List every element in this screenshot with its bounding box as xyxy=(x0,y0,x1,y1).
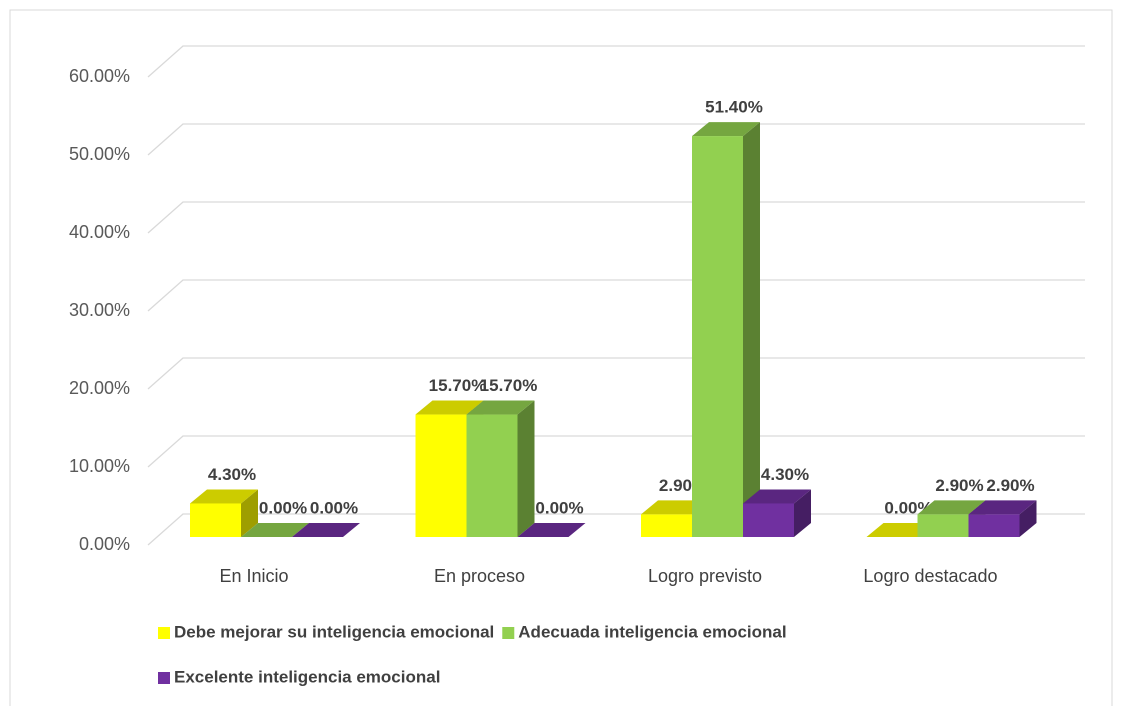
y-tick-label: 30.00% xyxy=(69,300,130,320)
chart-border xyxy=(9,9,1113,706)
legend-swatch xyxy=(502,627,515,639)
bar-top xyxy=(743,489,811,504)
grid-line xyxy=(147,435,1085,468)
y-tick-label: 40.00% xyxy=(69,222,130,242)
bar xyxy=(415,414,467,537)
value-label: 51.40% xyxy=(705,98,763,117)
bar xyxy=(692,136,743,537)
bar xyxy=(190,503,241,537)
bar xyxy=(743,503,794,537)
x-tick-label: Logro destacado xyxy=(863,566,997,586)
legend-label: Debe mejorar su inteligencia emocional xyxy=(174,622,494,641)
bar-top xyxy=(917,500,986,515)
bar-side xyxy=(743,122,760,537)
legend-swatch xyxy=(158,627,170,639)
bar-top xyxy=(415,400,484,415)
bar-top xyxy=(692,122,760,137)
bar-side xyxy=(1019,500,1037,537)
bar xyxy=(968,514,1020,537)
bar-top xyxy=(466,400,535,415)
grid-line xyxy=(147,201,1085,234)
legend-label: Adecuada inteligencia emocional xyxy=(518,622,786,641)
bar-top xyxy=(190,489,258,504)
x-tick-label: En proceso xyxy=(434,566,525,586)
grid-line xyxy=(147,45,1085,78)
bar-top xyxy=(968,500,1037,515)
value-label: 0.00% xyxy=(535,498,583,517)
value-label: 4.30% xyxy=(208,465,256,484)
value-label: 15.70% xyxy=(429,376,487,395)
y-tick-label: 50.00% xyxy=(69,144,130,164)
legend-label: Excelente inteligencia emocional xyxy=(174,667,440,686)
grid-line xyxy=(147,123,1085,156)
grid-line xyxy=(147,279,1085,312)
bar xyxy=(641,514,692,537)
y-tick-label: 60.00% xyxy=(69,66,130,86)
value-label: 0.00% xyxy=(259,498,307,517)
value-label: 4.30% xyxy=(761,465,809,484)
y-tick-label: 10.00% xyxy=(69,456,130,476)
bar-side xyxy=(517,400,535,537)
legend-swatch xyxy=(158,672,170,684)
x-tick-label: En Inicio xyxy=(219,566,288,586)
value-label: 0.00% xyxy=(310,498,358,517)
y-tick-label: 20.00% xyxy=(69,378,130,398)
grid-line xyxy=(147,357,1085,390)
y-tick-label: 0.00% xyxy=(79,534,130,554)
x-tick-label: Logro previsto xyxy=(648,566,762,586)
bar xyxy=(466,414,518,537)
bar-side xyxy=(241,489,258,537)
value-label: 2.90% xyxy=(935,476,983,495)
bar-side xyxy=(794,489,811,537)
value-label: 15.70% xyxy=(480,376,538,395)
bar-top xyxy=(292,523,360,537)
value-label: 2.90% xyxy=(986,476,1034,495)
bar xyxy=(917,514,969,537)
bar-top xyxy=(517,523,586,537)
bar-top xyxy=(241,523,309,537)
